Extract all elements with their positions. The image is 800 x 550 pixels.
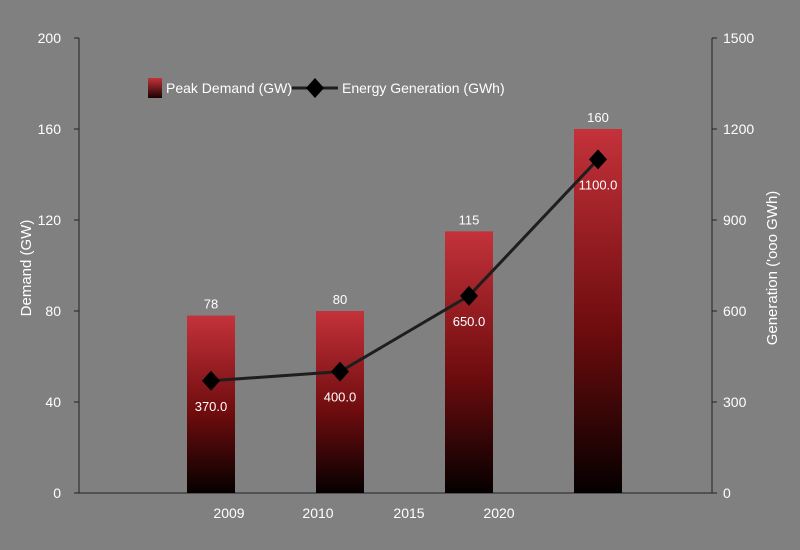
- legend-marker-energy: [306, 78, 324, 98]
- bar-value-label: 160: [587, 110, 609, 125]
- legend-label-peak-demand: Peak Demand (GW): [166, 80, 292, 96]
- y-right-tick-label: 600: [723, 303, 747, 319]
- y-right-tick-label: 1200: [723, 121, 754, 137]
- line-point-label: 650.0: [453, 314, 486, 329]
- bar-peak-demand: [445, 231, 493, 493]
- y-right-tick-label: 300: [723, 394, 747, 410]
- x-tick-label: 2020: [483, 505, 514, 521]
- bars-layer: [187, 129, 622, 493]
- line-point-marker: [202, 370, 220, 391]
- y-right-tick-label: 0: [723, 485, 731, 501]
- y-right-tick-label: 900: [723, 212, 747, 228]
- legend-swatch-peak-demand: [148, 78, 162, 98]
- bar-peak-demand: [316, 311, 364, 493]
- y-left-tick-label: 0: [53, 485, 61, 501]
- y-left-tick-label: 200: [38, 30, 62, 46]
- line-point-marker: [589, 149, 607, 170]
- y-axis-left-title: Demand (GW): [18, 220, 35, 317]
- bar-peak-demand: [574, 129, 622, 493]
- line-point-label: 1100.0: [579, 177, 618, 192]
- x-tick-label: 2015: [393, 505, 424, 521]
- y-right-tick-label: 1500: [723, 30, 754, 46]
- line-point-label: 370.0: [195, 399, 228, 414]
- line-point-marker: [460, 285, 478, 306]
- x-tick-label: 2010: [302, 505, 333, 521]
- labels-layer: 78 80 115 160 370.0 400.0 650.0 1100.0: [195, 110, 618, 414]
- line-point-label: 400.0: [324, 390, 357, 405]
- bar-peak-demand: [187, 315, 235, 493]
- line-energy-generation: [210, 158, 600, 383]
- y-left-tick-label: 80: [45, 303, 61, 319]
- line-point-marker: [331, 361, 349, 382]
- bar-value-label: 115: [459, 212, 480, 227]
- line-layer: [202, 149, 607, 391]
- y-left-tick-label: 40: [45, 394, 61, 410]
- y-left-tick-label: 160: [38, 121, 62, 137]
- y-left-tick-label: 120: [38, 212, 62, 228]
- bar-value-label: 78: [204, 297, 218, 312]
- x-tick-label: 2009: [213, 505, 244, 521]
- axes: 0 40 80 120 160 200 0 300 600 900 1200 1500 2009 2010…: [38, 30, 755, 521]
- legend-label-energy-generation: Energy Generation (GWh): [342, 80, 505, 96]
- bar-value-label: 80: [333, 292, 347, 307]
- legend: Peak Demand (GW) Energy Generation (GWh): [148, 78, 505, 98]
- y-axis-right-title: Generation ('ooo GWh): [764, 191, 781, 346]
